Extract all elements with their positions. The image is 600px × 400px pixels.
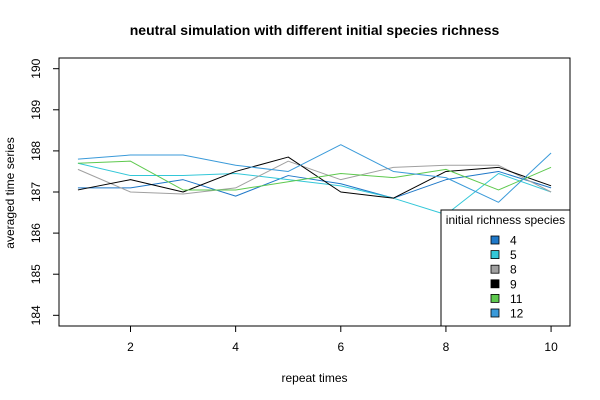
- x-axis-label: repeat times: [281, 371, 347, 385]
- y-tick-label: 187: [29, 182, 43, 202]
- legend-swatch-8: [490, 264, 500, 274]
- series-line-11: [77, 160, 552, 191]
- chart-title: neutral simulation with different initia…: [130, 22, 500, 38]
- legend-label-8: 8: [510, 263, 517, 277]
- y-tick-label: 188: [29, 141, 43, 161]
- legend-swatch-9: [490, 279, 500, 289]
- y-tick-label: 186: [29, 223, 43, 243]
- x-tick-label: 2: [127, 340, 134, 354]
- y-tick-label: 185: [29, 264, 43, 284]
- y-axis-label: averaged time series: [3, 137, 17, 248]
- legend-swatch-5: [490, 250, 500, 260]
- y-tick-label: 189: [29, 99, 43, 119]
- legend-swatch-11: [490, 293, 500, 303]
- legend-swatch-12: [490, 308, 500, 318]
- series-line-12: [77, 144, 552, 203]
- y-tick-label: 184: [29, 305, 43, 325]
- series-lines-group: [77, 144, 552, 216]
- x-tick-label: 6: [337, 340, 344, 354]
- legend-box: [440, 209, 571, 327]
- series-line-4: [77, 170, 552, 199]
- x-tick-label: 8: [443, 340, 450, 354]
- legend-label-9: 9: [510, 277, 517, 291]
- series-line-9: [77, 156, 552, 199]
- legend-label-11: 11: [510, 292, 523, 306]
- axes-group: 2 4 6 8 10 184 185 186 187 188 189 190: [29, 57, 571, 354]
- x-tick-label: 4: [232, 340, 239, 354]
- x-tick-label: 10: [544, 340, 558, 354]
- series-line-8: [77, 160, 552, 195]
- legend-label-5: 5: [510, 248, 517, 262]
- legend-swatch-4: [490, 235, 500, 245]
- y-tick-label: 190: [29, 58, 43, 78]
- legend-label-4: 4: [510, 234, 517, 248]
- legend-label-12: 12: [510, 307, 524, 321]
- legend-title: initial richness species: [446, 213, 565, 227]
